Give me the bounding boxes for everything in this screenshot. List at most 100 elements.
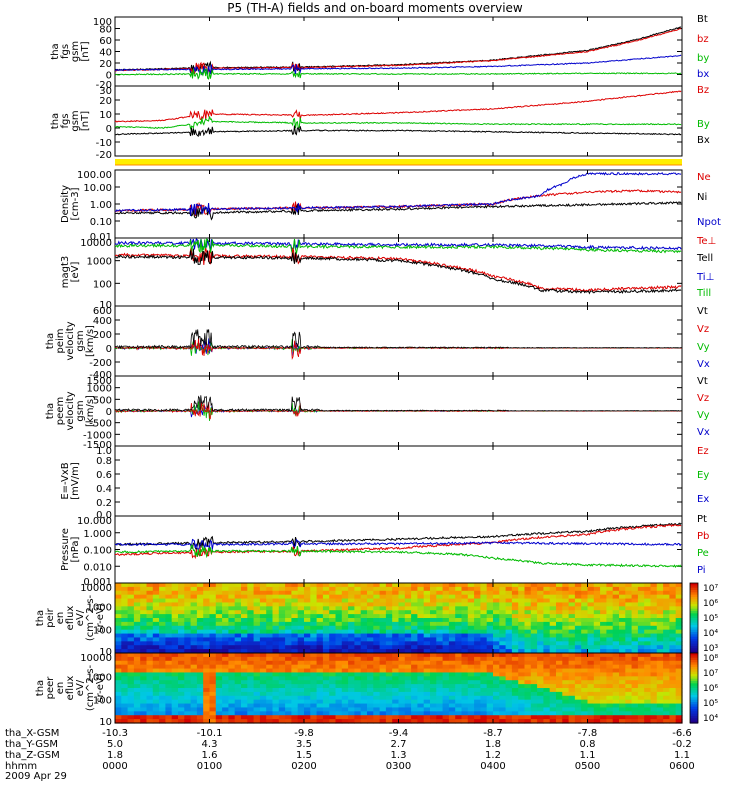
heatmap-cell	[272, 703, 280, 709]
heatmap-cell	[461, 688, 469, 693]
heatmap-cell	[448, 715, 456, 720]
heatmap-cell	[600, 618, 607, 623]
y-tick-label: 0.4	[96, 484, 112, 495]
heatmap-cell	[316, 641, 324, 646]
heatmap-cell	[329, 711, 337, 716]
heatmap-cell	[448, 653, 456, 658]
y-axis-label-line: tha	[45, 333, 56, 349]
heatmap-cell	[259, 653, 267, 658]
heatmap-cell	[373, 680, 381, 685]
heatmap-cell	[631, 625, 639, 631]
heatmap-cell	[530, 637, 538, 642]
heatmap-cell	[467, 583, 475, 588]
heatmap-cell	[455, 645, 463, 650]
heatmap-cell	[159, 637, 166, 642]
heatmap-cell	[316, 691, 324, 697]
heatmap-cell	[379, 629, 387, 635]
heatmap-cell	[285, 664, 292, 670]
heatmap-cell	[171, 641, 179, 646]
colorbar-frame	[689, 652, 699, 724]
heatmap-cell	[474, 645, 481, 650]
heatmap-cell	[511, 688, 519, 693]
heatmap-cell	[537, 625, 544, 631]
heatmap-cell	[140, 586, 148, 592]
heatmap-cell	[278, 606, 286, 611]
heatmap-cell	[272, 583, 280, 588]
heatmap-cell	[669, 641, 677, 646]
heatmap-cell	[152, 641, 160, 646]
heatmap-cell	[348, 590, 355, 596]
heatmap-cell	[285, 688, 292, 693]
heatmap-cell	[398, 625, 406, 631]
heatmap-cell	[335, 719, 343, 724]
heatmap-cell	[115, 672, 122, 677]
heatmap-cell	[379, 688, 387, 693]
heatmap-cell	[499, 637, 507, 642]
y-tick-label: 0.001	[83, 577, 112, 588]
heatmap-cell	[373, 629, 381, 635]
heatmap-cell	[650, 606, 658, 611]
heatmap-cell	[360, 688, 368, 693]
heatmap-cell	[133, 618, 141, 623]
heatmap-cell	[304, 614, 311, 619]
heatmap-cell	[436, 637, 444, 642]
heatmap-cell	[574, 684, 582, 689]
heatmap-cell	[549, 672, 557, 677]
heatmap-cell	[297, 645, 305, 650]
x-tick-label-hhmm: 0400	[480, 761, 505, 772]
heatmap-cell	[493, 668, 500, 674]
heatmap-cell	[524, 629, 532, 635]
heatmap-cell	[493, 672, 500, 677]
heatmap-cell	[297, 676, 305, 681]
heatmap-cell	[625, 719, 633, 724]
heatmap-cell	[600, 680, 607, 685]
heatmap-cell	[165, 621, 173, 627]
heatmap-cell	[574, 633, 582, 639]
heatmap-cell	[423, 606, 431, 611]
heatmap-cell	[127, 586, 135, 592]
heatmap-cell	[127, 590, 135, 596]
heatmap-cell	[675, 688, 683, 693]
heatmap-cell	[631, 676, 639, 681]
legend-vx: Vx	[697, 359, 710, 370]
heatmap-cell	[474, 594, 481, 600]
heatmap-cell	[474, 625, 481, 631]
heatmap-cell	[373, 618, 381, 623]
heatmap-cell	[272, 625, 280, 631]
heatmap-cell	[228, 614, 236, 619]
heatmap-cell	[537, 633, 544, 639]
heatmap-cell	[152, 699, 160, 705]
heatmap-cell	[530, 621, 538, 627]
heatmap-cell	[133, 625, 141, 631]
x-tick-label-hhmm: 0600	[669, 761, 694, 772]
heatmap-cell	[209, 606, 217, 611]
heatmap-cell	[562, 707, 570, 712]
heatmap-cell	[285, 715, 292, 720]
heatmap-cell	[619, 660, 626, 666]
heatmap-cell	[675, 691, 683, 697]
heatmap-cell	[392, 676, 400, 681]
heatmap-cell	[222, 680, 229, 685]
heatmap-cell	[310, 645, 318, 650]
heatmap-cell	[329, 618, 337, 623]
heatmap-cell	[234, 629, 242, 635]
heatmap-cell	[549, 688, 557, 693]
heatmap-cell	[600, 614, 607, 619]
heatmap-cell	[493, 695, 500, 701]
heatmap-cell	[493, 586, 500, 592]
series-bt	[114, 26, 682, 74]
heatmap-cell	[253, 699, 261, 705]
heatmap-cell	[373, 691, 381, 697]
heatmap-cell	[310, 656, 318, 662]
heatmap-cell	[385, 586, 393, 592]
heatmap-cell	[637, 684, 645, 689]
heatmap-cell	[480, 684, 488, 689]
heatmap-cell	[417, 680, 425, 685]
heatmap-cell	[140, 668, 148, 674]
heatmap-cell	[247, 711, 255, 716]
heatmap-cell	[467, 641, 475, 646]
heatmap-cell	[190, 719, 198, 724]
heatmap-cell	[467, 645, 475, 650]
heatmap-cell	[247, 653, 255, 658]
